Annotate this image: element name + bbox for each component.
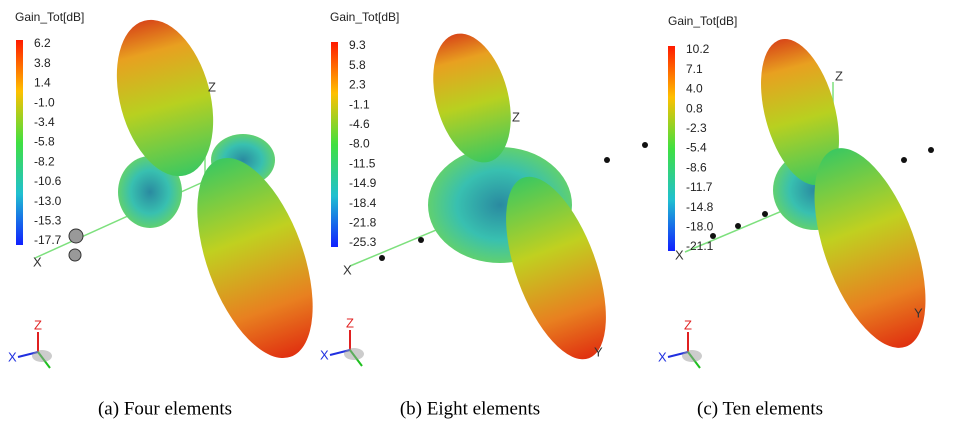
caption: (c) Ten elements — [697, 398, 823, 419]
pattern-b — [350, 25, 648, 372]
triad-disc — [344, 348, 364, 360]
scale-label: -21.8 — [349, 215, 377, 229]
scale-label: -15.3 — [34, 213, 62, 227]
figure: Gain_Tot[dB] 6.2 3.8 1.4 -1.0 -3.4 -5.8 -8.2 -10… — [0, 0, 954, 426]
axis-label: Z — [835, 68, 843, 83]
scale-label: -3.4 — [34, 115, 55, 129]
scale-label: -2.3 — [686, 121, 707, 135]
caption: (b) Eight elements — [400, 398, 540, 419]
scale-label: 10.2 — [686, 42, 710, 56]
axis-label: X — [33, 254, 42, 269]
pattern-c — [685, 30, 948, 362]
triad-disc — [32, 350, 52, 362]
color-bar — [331, 42, 338, 247]
scale-label: -8.0 — [349, 137, 370, 151]
triad-z-label: Z — [34, 317, 42, 332]
scale-label: 9.3 — [349, 38, 366, 52]
triad-x-label: X — [658, 349, 667, 364]
triad-x-label: X — [8, 349, 17, 364]
axis-label: Y — [594, 344, 603, 359]
scale-label: -14.8 — [686, 200, 714, 214]
scale-label: -4.6 — [349, 117, 370, 131]
scale-label: -5.4 — [686, 141, 707, 155]
scale-label: 2.3 — [349, 78, 366, 92]
color-bar — [668, 46, 675, 251]
legend-title: Gain_Tot[dB] — [668, 14, 737, 28]
scale-label: -8.2 — [34, 154, 55, 168]
scale-label: 0.8 — [686, 101, 703, 115]
scale-label: -11.7 — [686, 180, 713, 194]
scale-label: 7.1 — [686, 62, 703, 76]
scale-label: 3.8 — [34, 56, 51, 70]
scale-label: -25.3 — [349, 235, 377, 249]
scale-label: 5.8 — [349, 58, 366, 72]
color-bar — [16, 40, 23, 245]
axis-label: X — [675, 247, 684, 262]
triad-z-label: Z — [684, 317, 692, 332]
scale-label: 4.0 — [686, 82, 703, 96]
axis-label: Z — [512, 109, 520, 124]
scale-label: -5.8 — [34, 135, 55, 149]
scale-label: 1.4 — [34, 76, 51, 90]
legend-title: Gain_Tot[dB] — [15, 10, 84, 24]
axis-label: Y — [914, 305, 923, 320]
pattern-a — [35, 9, 336, 373]
axis-label: Z — [208, 79, 216, 94]
axis-label: X — [343, 262, 352, 277]
scale-label: -11.5 — [349, 156, 376, 170]
scale-label: -14.9 — [349, 176, 377, 190]
scale-label: -8.6 — [686, 160, 707, 174]
scale-label: -10.6 — [34, 174, 62, 188]
scale-label: -1.0 — [34, 95, 55, 109]
triad-z-label: Z — [346, 315, 354, 330]
scale-label: -21.1 — [686, 239, 714, 253]
scale-label: -18.4 — [349, 196, 377, 210]
scale-label: -1.1 — [349, 97, 370, 111]
scale-label: -13.0 — [34, 194, 62, 208]
caption: (a) Four elements — [98, 398, 232, 419]
scale-label: 6.2 — [34, 36, 51, 50]
triad-disc — [682, 350, 702, 362]
scale-label: -18.0 — [686, 219, 714, 233]
legend-title: Gain_Tot[dB] — [330, 10, 399, 24]
triad-x-label: X — [320, 347, 329, 362]
scale-label: -17.7 — [34, 233, 62, 247]
